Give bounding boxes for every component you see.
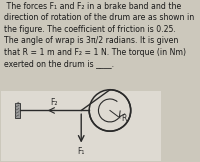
Text: F₁: F₁ [78,147,85,156]
Bar [15,103,20,118]
Text: R: R [122,114,127,123]
Text: F₂: F₂ [51,98,58,107]
Bar [1,91,161,161]
Text: The forces F₁ and F₂ in a brake band and the
direction of rotation of the drum a: The forces F₁ and F₂ in a brake band and… [4,2,194,68]
